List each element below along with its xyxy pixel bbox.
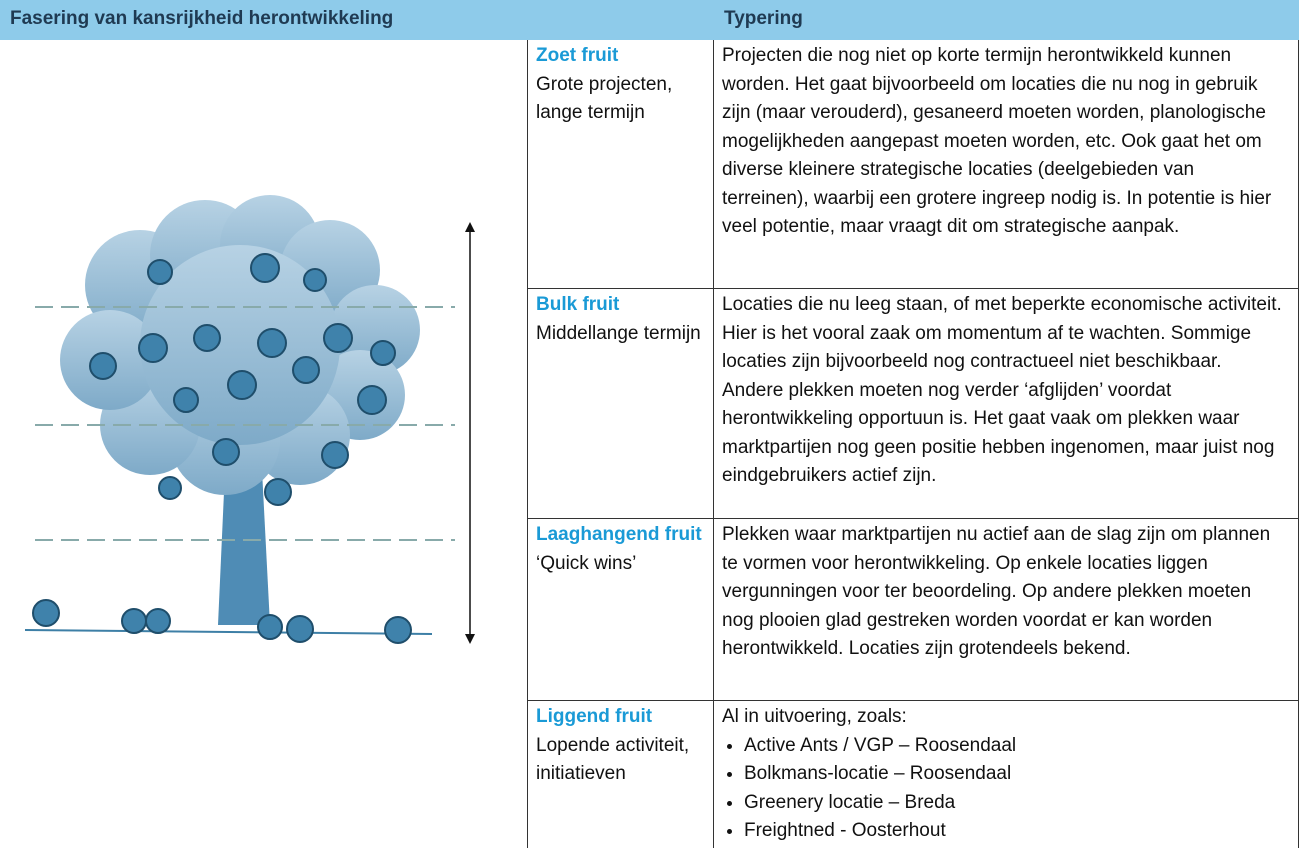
category-cell: Liggend fruit Lopende activiteit, initiat… — [527, 701, 714, 848]
category-cell: Zoet fruit Grote projecten, lange termijn — [527, 40, 714, 288]
header-left: Fasering van kansrijkheid herontwikkelin… — [10, 8, 394, 29]
category-subtitle: Grote projecten, lange termijn — [536, 73, 673, 124]
category-subtitle: Middellange termijn — [536, 322, 701, 344]
category-subtitle: ‘Quick wins’ — [536, 552, 637, 574]
category-title: Bulk fruit — [536, 294, 620, 315]
category-cell: Bulk fruit Middellange termijn — [527, 289, 714, 518]
table-row: Liggend fruit Lopende activiteit, initiat… — [527, 700, 1299, 848]
list-item: Greenery locatie – Breda — [744, 789, 1284, 818]
list-item: Active Ants / VGP – Roosendaal — [744, 732, 1284, 761]
category-title: Liggend fruit — [536, 706, 653, 727]
description: Projecten die nog niet op korte termijn … — [722, 45, 1272, 237]
header-bar — [0, 0, 1299, 40]
table-row: Zoet fruit Grote projecten, lange termijn… — [527, 40, 1299, 288]
description: Locaties die nu leeg staan, of met beper… — [722, 294, 1282, 486]
item-list: Active Ants / VGP – RoosendaalBolkmans-l… — [722, 732, 1284, 846]
description-cell: Projecten die nog niet op korte termijn … — [714, 40, 1299, 288]
description-cell: Al in uitvoering, zoals: Active Ants / VG… — [714, 701, 1299, 848]
description-cell: Plekken waar marktpartijen nu actief aan… — [714, 519, 1299, 700]
category-subtitle: Lopende activiteit, initiatieven — [536, 734, 690, 785]
description: Plekken waar marktpartijen nu actief aan… — [722, 524, 1271, 659]
category-title: Laaghangend fruit — [536, 524, 702, 545]
category-title: Zoet fruit — [536, 45, 619, 66]
list-item: Bolkmans-locatie – Roosendaal — [744, 760, 1284, 789]
tree-illustration — [24, 195, 475, 644]
category-cell: Laaghangend fruit ‘Quick wins’ — [527, 519, 714, 700]
table-row: Bulk fruit Middellange termijn Locaties di… — [527, 288, 1299, 518]
description: Al in uitvoering, zoals: — [722, 706, 907, 727]
description-cell: Locaties die nu leeg staan, of met beper… — [714, 289, 1299, 518]
header-right: Typering — [724, 8, 803, 29]
list-item: Freightned - Oosterhout — [744, 817, 1284, 846]
table-row: Laaghangend fruit ‘Quick wins’ Plekken waa… — [527, 518, 1299, 700]
